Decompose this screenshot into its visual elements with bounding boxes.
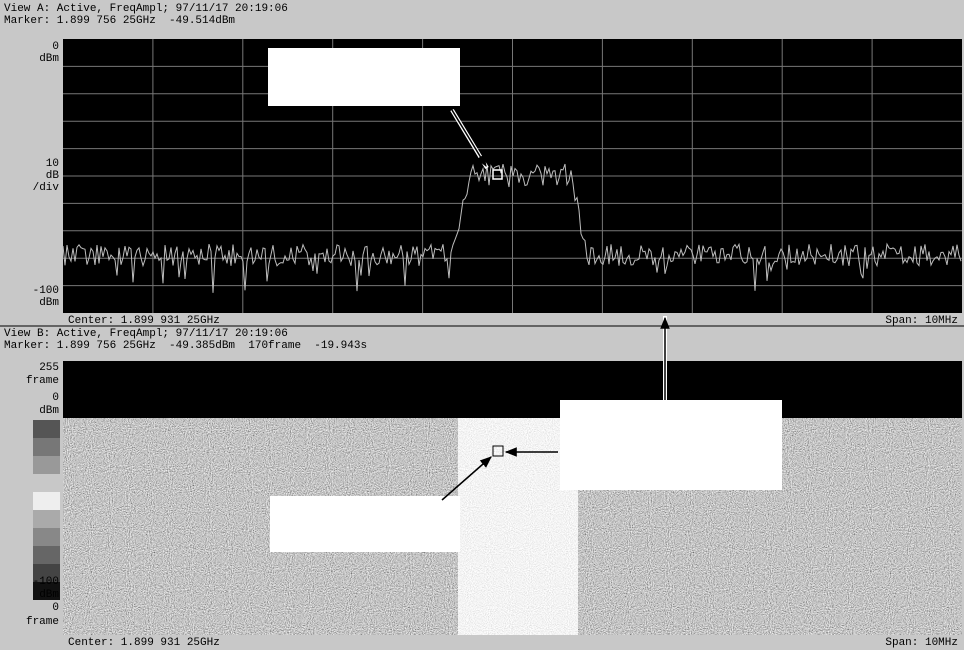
color-scale-step [33,456,60,474]
spectrogram-band [458,418,578,635]
callout-box [268,48,460,106]
span-label: Span: 10MHz [885,315,958,327]
color-scale-step [33,510,60,528]
color-scale-step [33,546,60,564]
header-text: View A: Active, FreqAmpl; 97/11/17 20:19… [4,3,288,15]
scale-label: frame [26,616,59,628]
center-label: Center: 1.899 931 25GHz [68,637,220,649]
scale-label: dBm [39,405,59,417]
scale-label: dBm [39,53,59,65]
waveform [62,163,962,293]
callout-box [560,400,782,490]
scale-label: /div [33,182,60,194]
header-text: View B: Active, FreqAmpl; 97/11/17 20:19… [4,328,288,340]
arrow [451,109,487,168]
color-scale-step [33,582,60,600]
scale-label: 10 [46,158,59,170]
color-scale-step [33,564,60,582]
color-scale-step [33,438,60,456]
arrow [441,456,492,501]
marker [492,445,504,457]
span-label: Span: 10MHz [885,637,958,649]
scale-label: -100 [33,576,59,588]
header-text: Marker: 1.899 756 25GHz -49.385dBm 170fr… [4,340,367,352]
header-text: Marker: 1.899 756 25GHz -49.514dBm [4,15,235,27]
marker [492,169,503,180]
color-scale-step [33,492,60,510]
scale-label: dBm [39,297,59,309]
plot-area [63,361,962,418]
scale-label: frame [26,375,59,387]
color-scale-step [33,528,60,546]
scale-label: dBm [39,589,59,601]
scale-label: 0 [52,602,59,614]
scale-label: 0 [52,392,59,404]
color-scale-step [33,420,60,438]
callout-box [270,496,460,552]
scale-label: 0 [52,41,59,53]
scale-label: 255 [39,362,59,374]
center-label: Center: 1.899 931 25GHz [68,315,220,327]
scale-label: dB [46,170,60,182]
color-scale-step [33,474,60,492]
scale-label: -100 [33,285,59,297]
